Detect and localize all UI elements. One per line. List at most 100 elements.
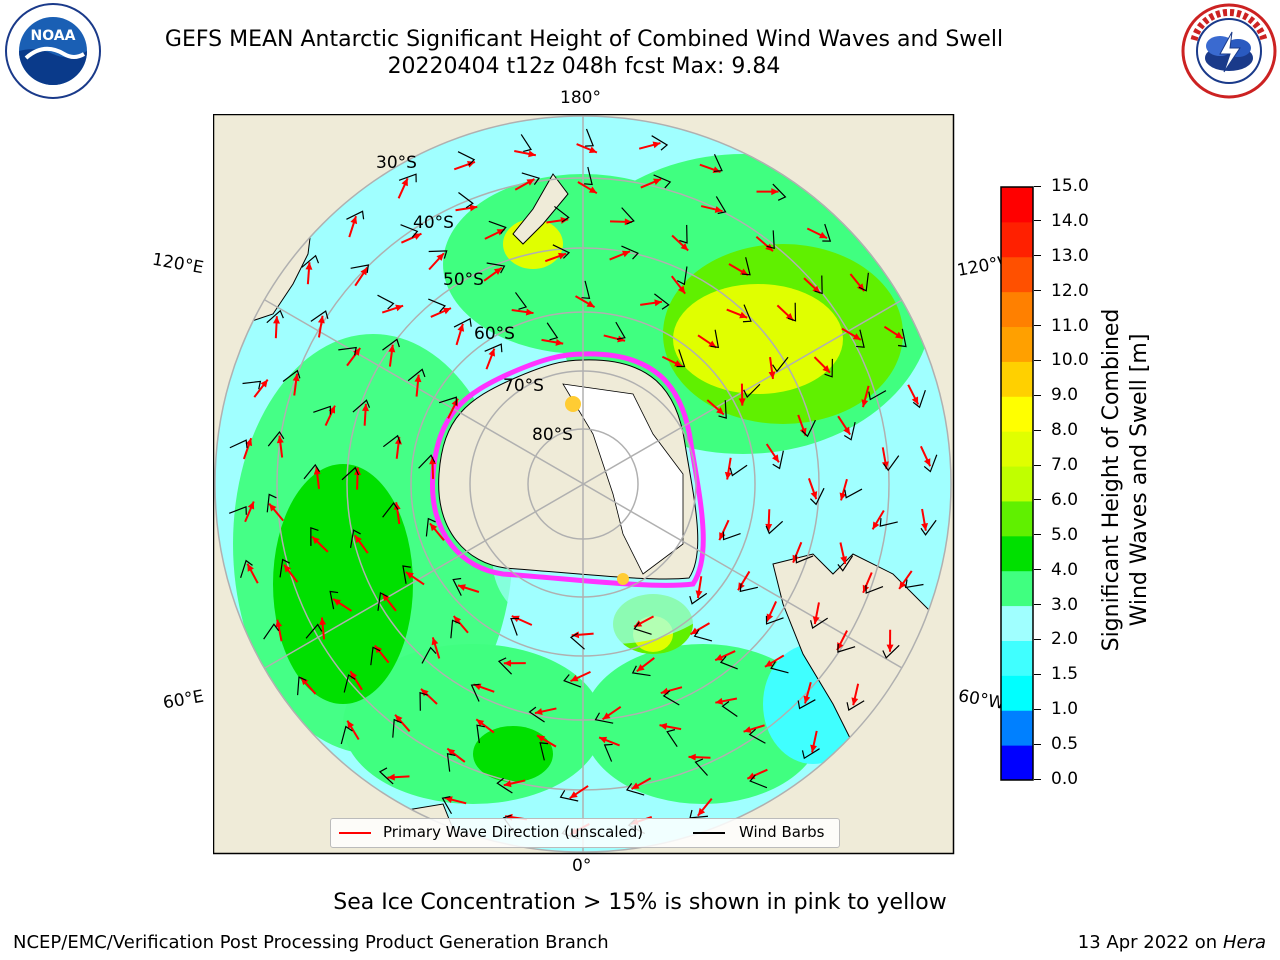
- wave-arrow-head: [558, 252, 566, 260]
- sea-ice-edge: [430, 351, 706, 588]
- sea-ice-patch-1: [565, 396, 581, 412]
- wind-barb: [882, 644, 900, 659]
- wave-arrow-head: [872, 521, 880, 530]
- wind-barb: [392, 718, 402, 738]
- wind-barb: [343, 674, 356, 693]
- wind-barb: [514, 292, 528, 310]
- wind-barb: [837, 643, 856, 653]
- wind-barb: [297, 676, 307, 696]
- wind-barb: [837, 555, 854, 572]
- colorbar-tick-label: 2.0: [1034, 629, 1078, 649]
- wind-barb: [879, 518, 898, 527]
- wave-arrow-head: [444, 796, 453, 804]
- wave-arrow-head: [843, 426, 851, 435]
- wave-arrow-head: [283, 564, 292, 573]
- wind-barb: [797, 699, 816, 710]
- sea-ice-patch-2: [617, 573, 629, 585]
- wind-barb: [402, 565, 411, 584]
- wave-arrow-head: [697, 807, 706, 816]
- wind-barb: [801, 419, 816, 438]
- wind-barb: [621, 207, 635, 225]
- wind-barb: [693, 629, 713, 642]
- wind-barb: [676, 349, 686, 368]
- wind-barb: [407, 368, 426, 382]
- wave-arrow-head: [840, 556, 848, 564]
- wind-barb: [418, 454, 436, 469]
- wave-arrow-head: [292, 373, 300, 382]
- wave-arrow-head: [724, 471, 732, 480]
- wind-barb: [772, 356, 789, 373]
- wind-barb: [476, 724, 485, 744]
- wind-barb: [772, 183, 787, 201]
- sea-ice-note: Sea Ice Concentration > 15% is shown in …: [333, 890, 947, 915]
- colorbar-tick-label: 7.0: [1034, 455, 1078, 475]
- wave-arrow-head: [599, 736, 608, 744]
- wave-arrow-head: [602, 712, 611, 720]
- wave-arrow-head: [457, 323, 465, 332]
- wind-barb: [713, 154, 723, 173]
- wind-barb: [377, 592, 388, 611]
- wind-barb: [743, 383, 761, 399]
- wind-barb: [428, 298, 446, 313]
- wind-barb: [450, 619, 461, 639]
- wave-arrow-head: [636, 664, 645, 672]
- wave-arrow-head: [923, 458, 931, 467]
- wind-barb: [868, 390, 887, 401]
- wind-barb: [883, 455, 900, 472]
- wave-arrow-head: [803, 695, 811, 704]
- wind-barb: [242, 380, 262, 390]
- colorbar-tick-label: 4.0: [1034, 560, 1078, 580]
- wave-arrow-head: [313, 466, 321, 475]
- wave-arrow-head: [247, 501, 255, 510]
- wind-barb: [419, 691, 428, 711]
- wind-barb: [267, 431, 285, 447]
- map-panel: [213, 114, 955, 855]
- wave-arrow-head: [354, 467, 362, 475]
- map-frame: [213, 114, 955, 855]
- colorbar-tick-label: 13.0: [1034, 246, 1089, 266]
- colorbar-segment: [1001, 605, 1033, 641]
- wave-arrow-head: [420, 688, 429, 697]
- colorbar-segment: [1001, 326, 1033, 362]
- wave-arrow-head: [810, 491, 818, 500]
- wave-arrow-head: [739, 311, 748, 319]
- wave-arrow-head: [350, 216, 358, 225]
- colorbar-segment: [1001, 640, 1033, 676]
- wave-arrow-head: [839, 492, 847, 501]
- wave-arrow-head: [708, 340, 717, 348]
- wind-barb: [263, 623, 280, 640]
- colorbar-segment: [1001, 221, 1033, 258]
- footer-credit: NCEP/EMC/Verification Post Processing Pr…: [13, 932, 609, 953]
- wind-barb: [748, 728, 766, 744]
- wave-arrow-head: [442, 307, 451, 315]
- wave-arrow-head: [347, 720, 355, 729]
- colorbar-segment: [1001, 710, 1033, 746]
- map-boundary-circle: [214, 115, 952, 853]
- wind-barb: [912, 390, 926, 409]
- wave-arrow-head: [353, 347, 361, 356]
- wind-barb: [338, 346, 357, 356]
- wind-barb: [425, 517, 436, 537]
- wind-barb: [349, 529, 361, 548]
- wave-arrow-head: [276, 435, 284, 444]
- wind-barb: [329, 590, 339, 610]
- wave-arrow-head: [680, 243, 689, 251]
- legend-swatch-wind-barbs: [693, 832, 725, 834]
- wind-barb: [594, 712, 614, 724]
- wind-barb: [584, 166, 593, 186]
- wind-barb: [439, 396, 457, 406]
- wind-barb: [749, 774, 768, 789]
- wind-barb: [539, 742, 549, 761]
- wave-arrow-head: [555, 338, 564, 346]
- wind-barb: [846, 700, 865, 711]
- wave-arrow-head: [716, 407, 724, 415]
- wave-arrow-head: [851, 697, 859, 706]
- wind-barb: [581, 280, 591, 300]
- lon-label-60w: 60°W: [956, 686, 1007, 714]
- wind-barb: [370, 646, 381, 666]
- wind-barb: [496, 777, 513, 794]
- wind-barb: [843, 422, 856, 441]
- noaa-logo: NOAA: [5, 3, 101, 99]
- colorbar-tick-label: 1.0: [1034, 699, 1078, 719]
- wave-arrow-head: [312, 536, 320, 545]
